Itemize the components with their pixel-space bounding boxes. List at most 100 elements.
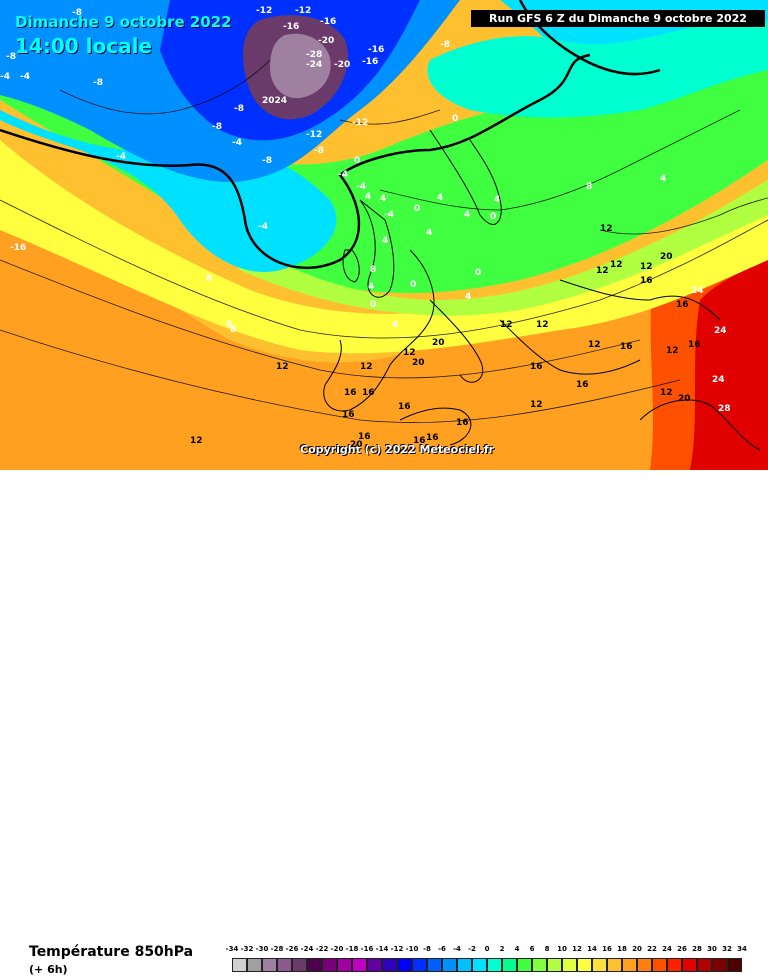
scale-swatch (622, 958, 637, 972)
scale-swatch (577, 958, 592, 972)
scale-swatch (517, 958, 532, 972)
temperature-label: 16 (530, 362, 543, 372)
isotherms-thin (0, 59, 768, 423)
temperature-label: 4 (660, 174, 667, 184)
scale-swatch (652, 958, 667, 972)
temperature-label: 12 (190, 436, 203, 446)
temperature-label: -8 (212, 122, 222, 132)
temperature-label: -4 (338, 170, 348, 180)
scale-swatch (322, 958, 337, 972)
very-hot-east-band (690, 260, 768, 470)
temperature-label: 16 (413, 436, 426, 446)
scale-swatch (232, 958, 247, 972)
temperature-map: Dimanche 9 octobre 2022 14:00 locale Run… (0, 0, 768, 470)
temperature-label: 4 (464, 210, 471, 220)
temperature-label: 12 (530, 400, 543, 410)
temperature-label: -12 (256, 6, 273, 16)
temperature-label: 12 (640, 262, 653, 272)
scale-swatch (637, 958, 652, 972)
scale-swatch (667, 958, 682, 972)
temperature-label: 12 (600, 224, 613, 234)
temperature-label: -4 (356, 182, 366, 192)
scale-swatch (292, 958, 307, 972)
run-label: Run GFS 6 Z du Dimanche 9 octobre 2022 (471, 10, 765, 27)
scale-swatch (487, 958, 502, 972)
temperature-label: 4 (392, 320, 399, 330)
temperature-label: 12 (360, 362, 373, 372)
scale-swatch (727, 958, 742, 972)
temperature-label: 8 (586, 182, 593, 192)
coastlines (323, 129, 761, 451)
scale-swatch (682, 958, 697, 972)
light-green-band (200, 180, 768, 316)
temperature-label: -8 (93, 78, 103, 88)
scale-swatch (472, 958, 487, 972)
temperature-label: 0 (475, 268, 482, 278)
temperature-label: -8 (234, 104, 244, 114)
temperature-label: -16 (320, 17, 337, 27)
temperature-label: -16 (10, 243, 27, 253)
scale-swatch (247, 958, 262, 972)
temperature-label: -8 (314, 146, 324, 156)
temperature-label: 12 (666, 346, 679, 356)
temperature-label: 12 (500, 320, 513, 330)
scale-tick-label: 34 (737, 945, 747, 953)
temperature-label: 16 (456, 418, 469, 428)
temperature-label: 16 (688, 340, 701, 350)
orange-band (0, 180, 768, 470)
temperature-label: 16 (358, 432, 371, 442)
temperature-label: 12 (596, 266, 609, 276)
map-time-title: 14:00 locale (15, 34, 152, 58)
temperature-label: 28 (718, 404, 731, 414)
temperature-label: -4 (232, 138, 242, 148)
scale-swatch (547, 958, 562, 972)
temperature-label: 0 (490, 212, 497, 222)
temperature-label: 0 (410, 280, 417, 290)
temperature-label: 20 (432, 338, 445, 348)
scale-swatch (442, 958, 457, 972)
temperature-label: -12 (306, 130, 323, 140)
temperature-label: 16 (426, 433, 439, 443)
legend-footer: Température 850hPa (+ 6h) -34 -32 -30 -28 -2… (0, 470, 768, 976)
scale-swatch (367, 958, 382, 972)
temperature-label: 4 (426, 228, 433, 238)
temperature-label: 2024 (262, 96, 288, 106)
temperature-label: 8 (206, 274, 213, 284)
cold-core-inner (270, 33, 331, 99)
scale-swatch (427, 958, 442, 972)
map-canvas (0, 0, 768, 470)
temperature-label: -12 (352, 118, 369, 128)
temperature-label: 12 (660, 388, 673, 398)
temperature-label: 8 (226, 320, 233, 330)
scale-swatch (592, 958, 607, 972)
scale-swatch (277, 958, 292, 972)
temperature-label: 0 (414, 204, 421, 214)
temperature-label: 0 (452, 114, 459, 124)
temperature-label: -12 (295, 6, 312, 16)
temperature-label: -24 (306, 60, 323, 70)
scale-swatch (712, 958, 727, 972)
temperature-label: 16 (640, 276, 653, 286)
temperature-label: 16 (576, 380, 589, 390)
temperature-label: 0 (370, 300, 377, 310)
temperature-label: 4 (382, 236, 389, 246)
color-scale: -34 -32 -30 -28 -26 -24 -22 -20 -18 -16 -14 -12 -10-… (224, 945, 752, 980)
temperature-label: 12 (276, 362, 289, 372)
scale-swatch (532, 958, 547, 972)
temperature-label: -28 (306, 50, 323, 60)
cyan-northeast (427, 20, 768, 118)
temperature-label: 24 (712, 375, 725, 385)
temperature-label: 4 (494, 195, 501, 205)
temperature-label: -8 (72, 8, 82, 18)
temperature-label: -4 (258, 222, 268, 232)
legend-subtitle: (+ 6h) (29, 963, 68, 976)
scale-swatch (307, 958, 322, 972)
temperature-label: 12 (536, 320, 549, 330)
temperature-label: 20 (660, 252, 673, 262)
temperature-label: 12 (403, 348, 416, 358)
yellow-band (0, 140, 768, 354)
temperature-label: -8 (440, 40, 450, 50)
scale-swatch (697, 958, 712, 972)
scale-swatch (382, 958, 397, 972)
map-date-title: Dimanche 9 octobre 2022 (15, 13, 232, 31)
